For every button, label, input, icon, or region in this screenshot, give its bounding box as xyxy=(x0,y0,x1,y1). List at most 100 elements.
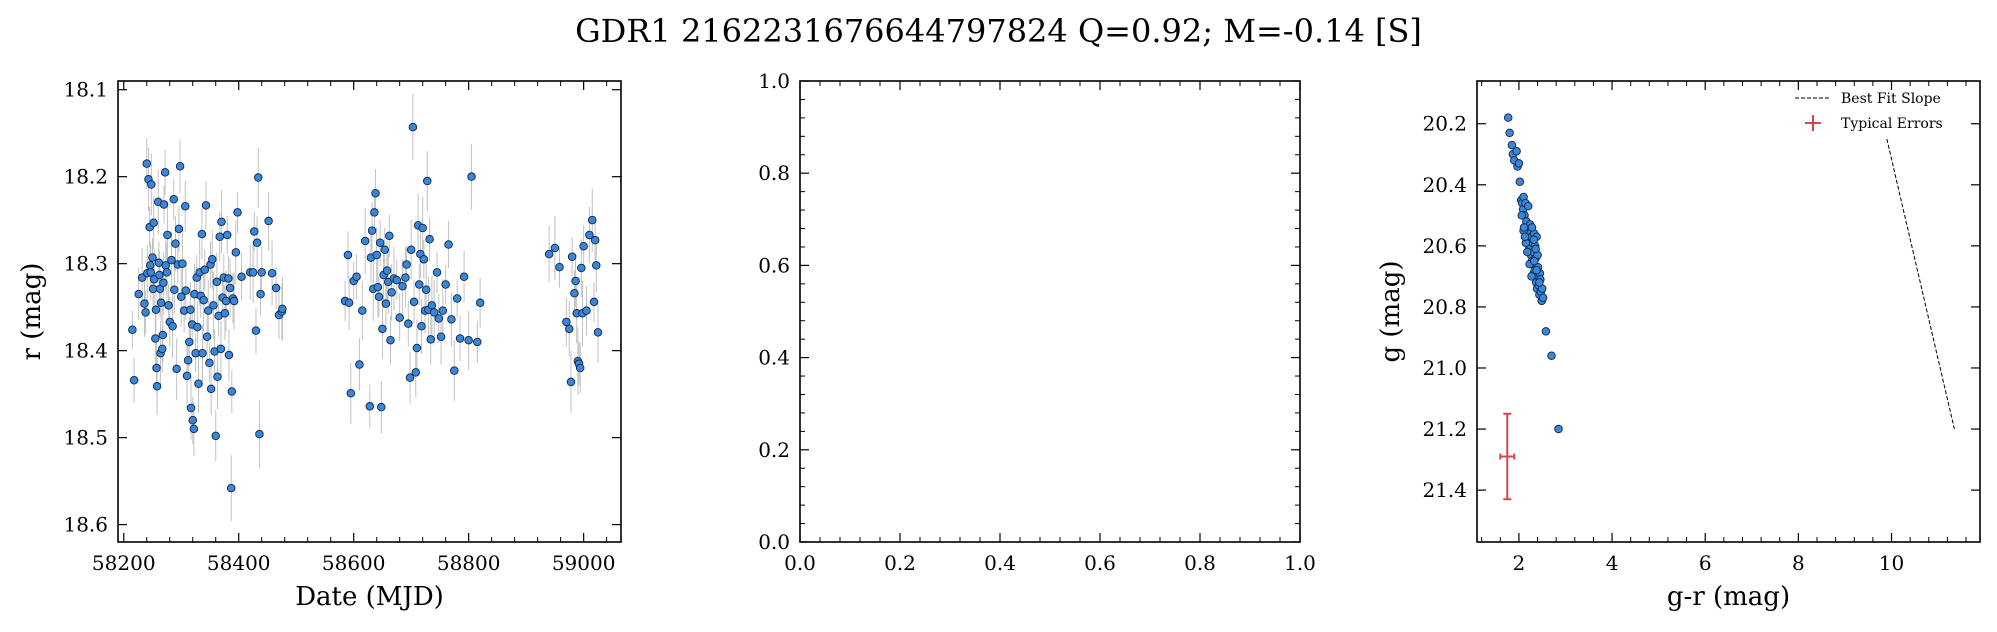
data-point xyxy=(271,283,281,293)
data-point xyxy=(152,382,162,391)
data-point xyxy=(170,285,179,295)
data-point xyxy=(205,358,214,368)
data-point xyxy=(156,298,166,308)
data-point xyxy=(1527,223,1537,232)
data-point xyxy=(178,259,187,268)
data-point xyxy=(1507,140,1517,150)
data-point xyxy=(151,334,160,343)
data-point xyxy=(185,337,194,347)
data-point xyxy=(152,363,161,373)
data-point xyxy=(229,296,239,306)
data-point xyxy=(590,235,600,245)
data-point xyxy=(193,322,202,332)
data-point xyxy=(452,294,462,303)
data-point xyxy=(429,308,439,317)
data-point xyxy=(231,248,241,257)
data-point xyxy=(411,368,421,377)
y-axis-label: r (mag) xyxy=(17,263,47,361)
data-point xyxy=(212,277,222,287)
data-point xyxy=(200,265,210,274)
data-point xyxy=(566,377,576,387)
data-point xyxy=(467,172,476,181)
data-point xyxy=(224,350,234,360)
x-tick-label: 1.0 xyxy=(1284,551,1316,575)
data-point xyxy=(409,297,419,307)
data-point xyxy=(344,298,354,308)
y-tick-label: 1.0 xyxy=(758,69,790,93)
data-point xyxy=(434,314,444,323)
x-tick-label: 0.6 xyxy=(1084,551,1116,575)
data-point xyxy=(142,159,151,168)
data-point xyxy=(562,317,571,327)
data-point xyxy=(148,253,157,262)
data-point xyxy=(149,218,158,228)
data-point xyxy=(1519,223,1529,232)
data-point xyxy=(567,252,577,261)
data-point xyxy=(163,230,172,240)
data-point xyxy=(438,306,448,315)
panel-light-curve: 58200 58400 58600 58800 59000 18.1 18.2 18.3 18.… xyxy=(17,78,622,612)
data-point xyxy=(168,322,177,331)
data-point xyxy=(588,215,597,225)
data-point xyxy=(414,280,424,289)
data-point xyxy=(1538,293,1548,303)
data-point xyxy=(1515,177,1525,186)
y-tick-label: 0.2 xyxy=(758,438,790,462)
data-point xyxy=(423,176,432,186)
data-point xyxy=(1535,278,1544,287)
data-point xyxy=(404,319,413,328)
x-tick-label: 8 xyxy=(1792,551,1805,575)
data-point xyxy=(1512,146,1521,156)
data-point xyxy=(147,180,156,189)
data-point xyxy=(186,403,196,413)
data-point xyxy=(358,306,367,315)
data-point xyxy=(208,255,217,264)
data-point xyxy=(216,344,226,354)
x-tick-label: 58800 xyxy=(437,551,501,575)
data-point xyxy=(233,208,242,217)
data-point xyxy=(577,263,586,273)
data-point xyxy=(181,202,190,211)
data-point xyxy=(343,250,353,260)
data-point xyxy=(172,364,181,374)
data-point xyxy=(395,313,404,322)
data-point xyxy=(427,301,437,310)
data-point xyxy=(171,239,180,248)
y-tick-label: 20.4 xyxy=(1422,173,1467,197)
data-point xyxy=(565,324,574,334)
data-point xyxy=(215,232,224,241)
data-point xyxy=(159,200,169,209)
data-point xyxy=(450,366,459,375)
data-point xyxy=(226,483,236,493)
axes-frame xyxy=(117,80,622,543)
data-point xyxy=(128,325,137,335)
data-point xyxy=(227,387,237,396)
data-point xyxy=(425,235,434,244)
data-point xyxy=(408,122,418,132)
axes-frame xyxy=(799,80,1301,543)
x-tick-label: 10 xyxy=(1879,551,1904,575)
data-point xyxy=(141,308,150,317)
data-point xyxy=(204,306,213,315)
figure-title: GDR1 2162231676644797824 Q=0.92; M=-0.14… xyxy=(575,12,1422,50)
data-point xyxy=(1529,235,1539,245)
data-point xyxy=(252,238,262,248)
data-point xyxy=(402,260,411,269)
x-axis-label: g-r (mag) xyxy=(1667,582,1790,612)
data-point xyxy=(1531,244,1540,254)
data-point xyxy=(224,274,233,283)
data-point xyxy=(169,195,179,204)
data-point xyxy=(129,375,139,385)
data-point xyxy=(589,297,599,307)
x-axis-label: Date (MJD) xyxy=(295,582,444,612)
data-point xyxy=(140,299,149,308)
data-point xyxy=(441,280,450,289)
data-point xyxy=(198,349,207,358)
x-tick-label: 6 xyxy=(1699,551,1712,575)
data-point xyxy=(158,344,167,354)
y-tick-label: 18.6 xyxy=(63,513,108,537)
data-point xyxy=(255,429,264,439)
y-tick-label: 21.2 xyxy=(1422,417,1467,441)
y-tick-label: 0.6 xyxy=(758,253,790,277)
